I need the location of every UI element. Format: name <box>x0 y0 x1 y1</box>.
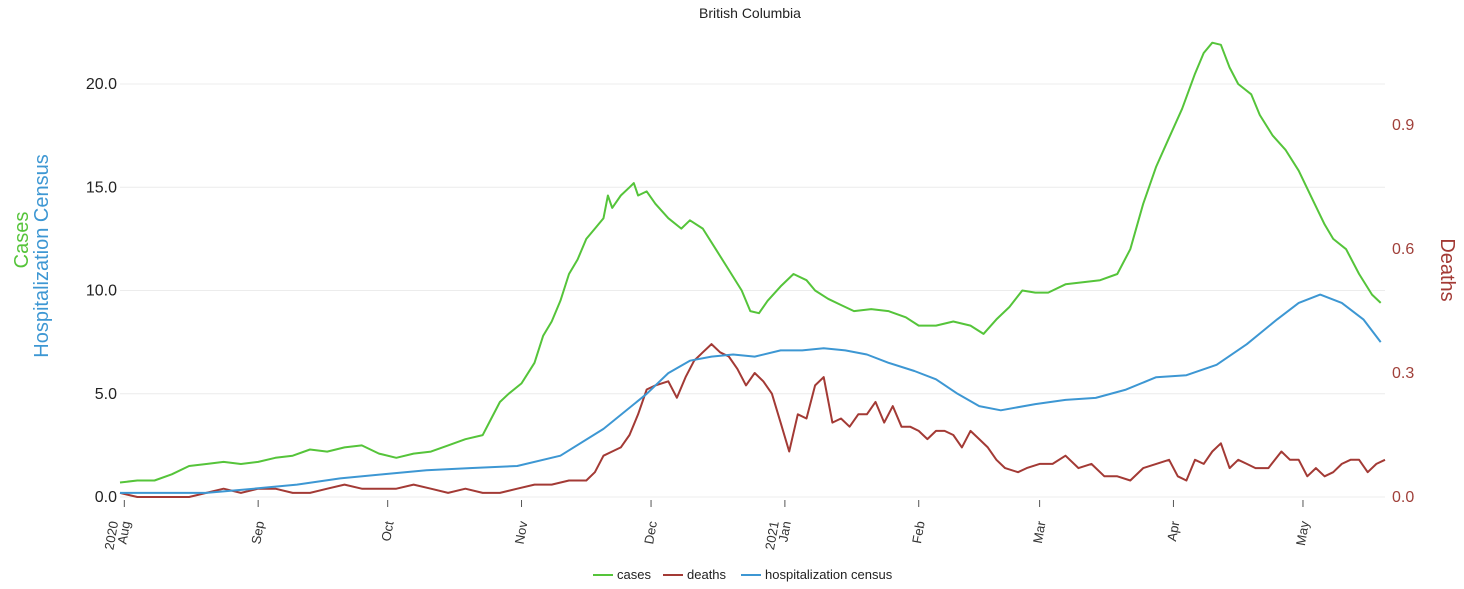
x-tick-label: Feb <box>909 520 928 545</box>
y-left-label-hospitalization: Hospitalization Census <box>31 154 53 357</box>
x-tick-label: Sep <box>248 520 267 545</box>
y-left-tick-label: 5.0 <box>95 386 117 403</box>
series-line-deaths <box>119 343 1386 498</box>
y-right-tick-label: 0.6 <box>1392 241 1414 258</box>
x-tick-labels: Aug Sep Oct Nov Dec Jan Feb Mar Apr May 2020 2021 <box>101 500 1312 551</box>
y-left-tick-labels: 0.0 5.0 10.0 15.0 20.0 <box>86 76 117 506</box>
x-tick-label: Aug <box>114 520 133 545</box>
x-tick-label: Dec <box>641 519 660 545</box>
x-tick-label: Apr <box>1164 519 1182 542</box>
x-tick-label: May <box>1293 519 1312 546</box>
legend-item-label: cases <box>617 567 651 582</box>
x-tick-label: Nov <box>512 519 531 545</box>
series-line-cases <box>119 41 1382 484</box>
y-left-label-cases: Cases <box>11 212 33 269</box>
y-right-tick-label: 0.9 <box>1392 117 1414 134</box>
y-left-tick-label: 0.0 <box>95 489 117 506</box>
y-left-tick-label: 10.0 <box>86 283 117 300</box>
x-tick-label: Oct <box>378 520 396 543</box>
series-lines <box>119 41 1386 498</box>
y-right-tick-label: 0.3 <box>1392 365 1414 382</box>
x-tick-label: Jan <box>775 520 793 543</box>
legend: cases deaths hospitalization census <box>593 567 893 582</box>
y-right-tick-labels: 0.0 0.3 0.6 0.9 <box>1392 117 1414 506</box>
chart-title: British Columbia <box>699 5 801 21</box>
y-right-label-deaths: Deaths <box>1436 238 1458 301</box>
series-line-hospitalization-census <box>120 293 1382 494</box>
y-left-tick-label: 20.0 <box>86 76 117 93</box>
x-tick-label: Mar <box>1030 519 1049 544</box>
grid-lines <box>120 83 1385 498</box>
x-year-label: 2020 <box>101 520 121 551</box>
legend-item-label: hospitalization census <box>765 567 893 582</box>
x-year-label: 2021 <box>762 520 782 551</box>
legend-item-label: deaths <box>687 567 727 582</box>
y-right-tick-label: 0.0 <box>1392 489 1414 506</box>
y-left-tick-label: 15.0 <box>86 179 117 196</box>
